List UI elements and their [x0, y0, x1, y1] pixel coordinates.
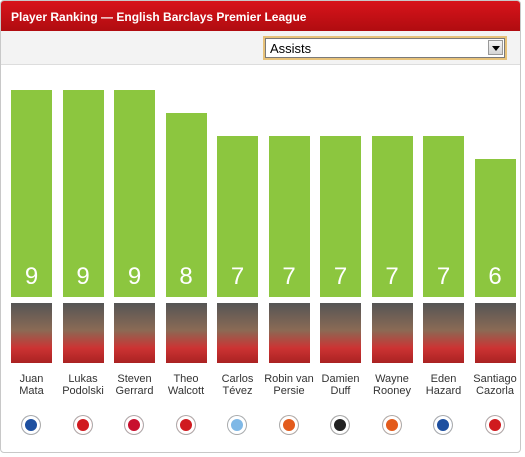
value-label: 7: [282, 263, 296, 290]
bar: [268, 136, 310, 297]
value-label: 7: [385, 263, 399, 290]
stat-dropdown[interactable]: Assists: [265, 38, 505, 58]
value-label: 6: [488, 263, 502, 290]
player-name: Santiago Cazorla: [473, 373, 517, 397]
bar: [11, 90, 52, 297]
player-name: Juan Mata: [19, 373, 44, 397]
player-name: Carlos Tévez: [221, 373, 254, 397]
player-name: Damien Duff: [321, 373, 360, 397]
club-badge: [228, 416, 246, 434]
player-name: Eden Hazard: [425, 373, 462, 397]
player-photo: [474, 303, 516, 363]
value-label: 9: [24, 263, 39, 290]
player-name: Steven Gerrard: [115, 373, 154, 397]
club-badge: [485, 416, 504, 434]
bar: [371, 136, 413, 297]
bar: [423, 136, 464, 297]
header-title: Player Ranking — English Barclays Premie…: [11, 10, 307, 24]
player-name: Lukas Podolski: [62, 373, 104, 397]
bar: [114, 90, 155, 297]
club-badge: [73, 416, 92, 434]
club-badge: [382, 416, 401, 434]
player-photo: [268, 303, 310, 363]
bar: [217, 136, 258, 297]
dropdown-arrow[interactable]: [488, 40, 503, 55]
dropdown-text: Assists: [270, 41, 312, 56]
player-photo: [320, 303, 361, 363]
player-photo: [114, 303, 155, 363]
bar: [62, 90, 104, 297]
club-badge: [279, 416, 298, 434]
player-name: Wayne Rooney: [373, 373, 411, 397]
club-badge: [331, 416, 349, 434]
player-photo: [423, 303, 464, 363]
value-label: 9: [127, 263, 142, 290]
value-label: 7: [230, 263, 245, 290]
player-photo: [11, 303, 52, 363]
club-badge: [176, 416, 195, 434]
player-name: Theo Walcott: [167, 373, 205, 397]
player-photo: [217, 303, 258, 363]
player-name: Robin van Persie: [264, 373, 314, 397]
value-label: 7: [333, 263, 348, 290]
header: Player Ranking — English Barclays Premie…: [1, 1, 520, 31]
club-badge: [22, 416, 40, 434]
bar: [474, 159, 516, 297]
player-photo: [371, 303, 413, 363]
club-badge: [125, 416, 143, 434]
value-label: 8: [179, 263, 193, 290]
player-photo: [165, 303, 207, 363]
player-photo: [62, 303, 104, 363]
bar: [320, 136, 361, 297]
toolbar: Assists: [1, 31, 520, 65]
bar: [165, 113, 207, 297]
value-label: 7: [436, 263, 451, 290]
value-label: 9: [76, 263, 90, 290]
club-badge: [434, 416, 452, 434]
